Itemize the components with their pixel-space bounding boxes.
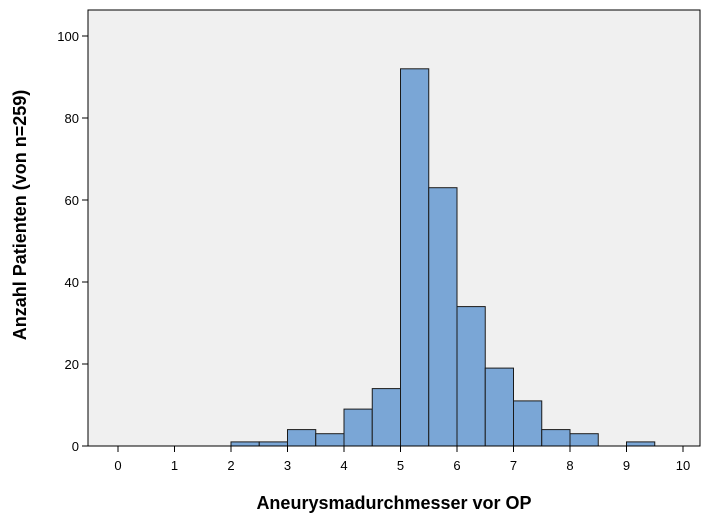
histogram-bar [456, 306, 486, 447]
x-tick-label: 9 [623, 458, 630, 473]
x-tick-label: 6 [453, 458, 460, 473]
histogram-bar [569, 433, 599, 447]
histogram-bar [343, 408, 373, 447]
histogram-bar [541, 429, 571, 447]
x-tick-label: 3 [284, 458, 291, 473]
histogram-bar [230, 441, 260, 447]
x-tick-label: 5 [397, 458, 404, 473]
histogram-bar [287, 429, 317, 447]
y-axis-title: Anzahl Patienten (von n=259) [10, 90, 30, 341]
x-tick-label: 2 [227, 458, 234, 473]
histogram-bar [428, 187, 458, 447]
histogram-bar [513, 400, 543, 447]
y-tick-label: 60 [65, 193, 79, 208]
histogram-bar [315, 433, 345, 447]
histogram-bar [400, 68, 430, 447]
y-tick-label: 40 [65, 275, 79, 290]
x-axis: 0 1 2 3 4 5 6 7 8 9 10 [88, 445, 700, 473]
x-tick-label: 7 [510, 458, 517, 473]
x-tick-label: 1 [171, 458, 178, 473]
x-tick-label: 4 [340, 458, 347, 473]
histogram-bar [371, 388, 401, 447]
x-tick-label: 10 [676, 458, 690, 473]
y-tick-label: 80 [65, 111, 79, 126]
histogram-bar [258, 441, 288, 447]
y-axis: 0 20 40 60 80 100 [57, 10, 89, 454]
y-tick-label: 100 [57, 29, 79, 44]
y-tick-label: 0 [72, 439, 79, 454]
x-tick-label: 0 [114, 458, 121, 473]
x-axis-title: Aneurysmadurchmesser vor OP [256, 493, 531, 513]
histogram-bar [626, 441, 656, 447]
histogram-bar [484, 367, 514, 447]
x-tick-label: 8 [566, 458, 573, 473]
y-tick-label: 20 [65, 357, 79, 372]
bars-group [230, 68, 656, 447]
plot-background [87, 9, 701, 447]
